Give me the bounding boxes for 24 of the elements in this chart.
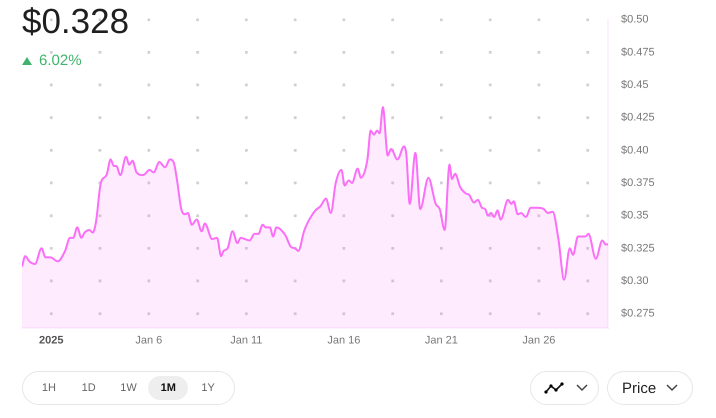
text: Price — [622, 380, 656, 396]
y-tick-label: $0.40 — [621, 144, 649, 156]
x-tick-label: Jan 26 — [522, 334, 556, 347]
text: 1M — [148, 376, 188, 400]
y-tick-label: $0.50 — [621, 14, 649, 26]
x-tick-label: Jan 21 — [424, 334, 458, 347]
text: 1Y — [200, 381, 216, 396]
chart-title: $0.328 — [22, 2, 130, 42]
y-tick-label: $0.475 — [621, 46, 655, 58]
y-tick-label: $0.425 — [621, 112, 655, 124]
y-tick-label: $0.325 — [621, 242, 655, 254]
x-tick-label: Jan 16 — [327, 334, 360, 347]
y-tick-label: $0.275 — [621, 308, 655, 320]
y-tick-label: $0.30 — [621, 274, 649, 287]
y-tick-label: $0.45 — [621, 78, 649, 91]
text: 1H — [40, 381, 57, 396]
text: 6.02% — [39, 52, 82, 69]
text: 1D — [80, 381, 97, 396]
y-tick-label: $0.35 — [621, 210, 649, 222]
x-tick-label: Jan 6 — [135, 334, 162, 347]
x-tick-label: Jan 11 — [230, 334, 262, 347]
x-tick-label: 2025 — [39, 334, 64, 347]
y-tick-label: $0.375 — [621, 176, 655, 189]
text: 1W — [119, 381, 138, 396]
